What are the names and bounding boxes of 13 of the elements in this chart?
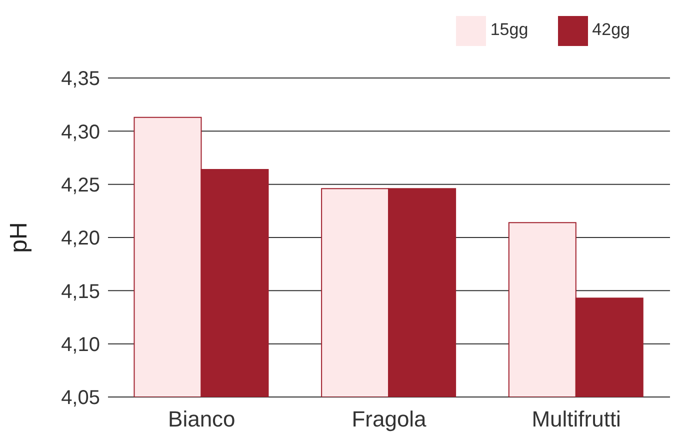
legend-label: 15gg — [490, 20, 528, 40]
x-tick-label: Fragola — [352, 406, 428, 432]
legend-label: 42gg — [592, 20, 630, 40]
y-tick-label: 4,10 — [61, 334, 100, 356]
x-tick-label: Bianco — [168, 406, 236, 432]
y-tick-label: 4,25 — [61, 174, 100, 196]
y-tick-label: 4,20 — [61, 228, 100, 250]
y-tick-label: 4,35 — [61, 68, 100, 90]
y-axis-title: pH — [6, 222, 33, 253]
y-tick-label: 4,15 — [61, 280, 100, 303]
y-tick-label: 4,30 — [61, 121, 100, 144]
y-tick-label: 4,05 — [61, 387, 100, 410]
x-tick-label: Multifrutti — [532, 406, 621, 432]
